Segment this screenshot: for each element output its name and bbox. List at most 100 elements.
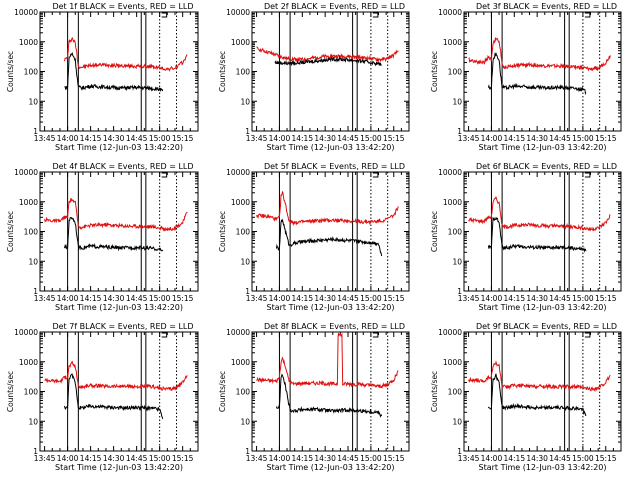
y-tick-label: 1000: [443, 38, 462, 47]
x-tick-label: 14:00: [57, 294, 79, 303]
y-tick-label: 10: [452, 257, 462, 266]
panel-det-3: Det 3f BLACK = Events, RED = LLD 1 10 100 10…: [430, 2, 622, 152]
x-tick-label: 15:15: [595, 454, 617, 463]
x-tick-label: 14:45: [126, 454, 148, 463]
y-tick-label: 10000: [438, 168, 462, 177]
panel-det-1: Det 1f BLACK = Events, RED = LLD 1 10 100 10…: [6, 2, 199, 152]
x-tick-label: 15:15: [383, 294, 405, 303]
y-tick-label: 10000: [226, 328, 250, 337]
x-tick-label: 13:45: [246, 134, 268, 143]
y-tick-label: 10000: [226, 168, 250, 177]
x-tick-label: 15:00: [572, 294, 594, 303]
x-tick-label: 14:00: [269, 134, 291, 143]
x-tick-label: 14:30: [526, 454, 548, 463]
lld-series-line: [64, 36, 188, 72]
y-tick-label: 1: [457, 287, 462, 296]
x-tick-label: 15:00: [360, 294, 382, 303]
x-tick-label: 14:45: [337, 134, 359, 143]
x-tick-label: 14:00: [57, 134, 79, 143]
y-tick-label: 100: [448, 228, 463, 237]
lld-series-line: [256, 191, 399, 227]
plot-frame: [463, 331, 622, 452]
events-series-line: [487, 216, 587, 253]
lld-series-line: [468, 196, 611, 232]
y-axis-label: Counts/sec: [6, 371, 15, 412]
plot-frame: [39, 11, 199, 132]
flag-icon: [161, 332, 168, 338]
flag-icon: [372, 12, 379, 18]
x-tick-label: 15:00: [360, 454, 382, 463]
x-tick-label: 14:00: [481, 294, 503, 303]
plot-frame: [463, 11, 622, 132]
x-tick-label: 14:45: [126, 134, 148, 143]
y-axis-label: Counts/sec: [6, 51, 15, 92]
panel-det-9: Det 9f BLACK = Events, RED = LLD 1 10 100 10…: [430, 322, 622, 472]
series-group: [64, 36, 188, 93]
y-tick-label: 1000: [443, 358, 462, 367]
x-tick-label: 13:45: [458, 134, 480, 143]
plot-frame: [39, 331, 199, 452]
y-axis-label: Counts/sec: [218, 51, 227, 92]
y-tick-label: 1: [245, 447, 250, 456]
x-tick-label: 14:15: [80, 454, 102, 463]
x-tick-label: 15:15: [172, 134, 194, 143]
x-tick-label: 14:15: [80, 134, 102, 143]
y-tick-label: 1000: [19, 38, 38, 47]
y-tick-label: 1000: [19, 198, 38, 207]
lld-series-line: [256, 46, 399, 63]
x-tick-label: 14:45: [126, 294, 148, 303]
panel-title: Det 5f BLACK = Events, RED = LLD: [264, 162, 405, 171]
y-tick-label: 100: [448, 388, 463, 397]
x-tick-label: 15:00: [149, 454, 171, 463]
plot-frame: [463, 171, 622, 292]
y-tick-label: 1: [33, 127, 38, 136]
x-tick-label: 14:30: [103, 294, 125, 303]
y-tick-label: 1000: [19, 358, 38, 367]
events-series-line: [64, 52, 164, 93]
x-tick-label: 14:00: [57, 454, 79, 463]
panel-det-6: Det 6f BLACK = Events, RED = LLD 1 10 100 10…: [430, 162, 622, 312]
y-tick-label: 1: [33, 287, 38, 296]
y-tick-label: 10: [28, 97, 38, 106]
x-axis-label: Start Time (12-Jun-03 13:42:20): [479, 303, 607, 312]
x-tick-label: 15:00: [149, 294, 171, 303]
flag-icon: [584, 332, 591, 338]
y-tick-label: 100: [24, 228, 39, 237]
x-tick-label: 14:45: [549, 294, 571, 303]
events-series-line: [275, 218, 383, 257]
lld-series-line: [468, 360, 611, 392]
y-tick-label: 10: [452, 417, 462, 426]
x-tick-label: 14:15: [503, 294, 525, 303]
x-tick-label: 15:00: [149, 134, 171, 143]
plot-frame: [251, 171, 410, 292]
y-axis-label: Counts/sec: [218, 211, 227, 252]
y-tick-label: 1000: [231, 38, 250, 47]
x-tick-label: 13:45: [458, 294, 480, 303]
x-tick-label: 14:30: [103, 454, 125, 463]
y-axis-label: Counts/sec: [430, 211, 439, 252]
x-tick-label: 14:15: [80, 294, 102, 303]
y-tick-label: 10000: [438, 328, 462, 337]
x-tick-label: 14:15: [503, 454, 525, 463]
x-tick-label: 15:00: [572, 454, 594, 463]
x-tick-label: 14:15: [291, 294, 313, 303]
x-tick-label: 14:45: [337, 294, 359, 303]
lld-series-line: [468, 37, 611, 72]
events-series-line: [487, 52, 587, 96]
x-tick-label: 15:00: [572, 134, 594, 143]
x-tick-label: 13:45: [458, 454, 480, 463]
series-group: [256, 191, 399, 257]
event-markers: [67, 332, 178, 451]
x-tick-label: 14:30: [526, 134, 548, 143]
events-series-line: [274, 55, 382, 67]
event-markers: [490, 332, 601, 451]
x-axis-label: Start Time (12-Jun-03 13:42:20): [55, 143, 183, 152]
y-tick-label: 100: [24, 388, 39, 397]
x-tick-label: 15:15: [383, 454, 405, 463]
x-tick-label: 13:45: [246, 454, 268, 463]
series-group: [44, 360, 188, 420]
x-axis-label: Start Time (12-Jun-03 13:42:20): [267, 143, 395, 152]
x-tick-label: 13:45: [246, 294, 268, 303]
y-axis-label: Counts/sec: [6, 211, 15, 252]
events-series-line: [275, 373, 383, 418]
